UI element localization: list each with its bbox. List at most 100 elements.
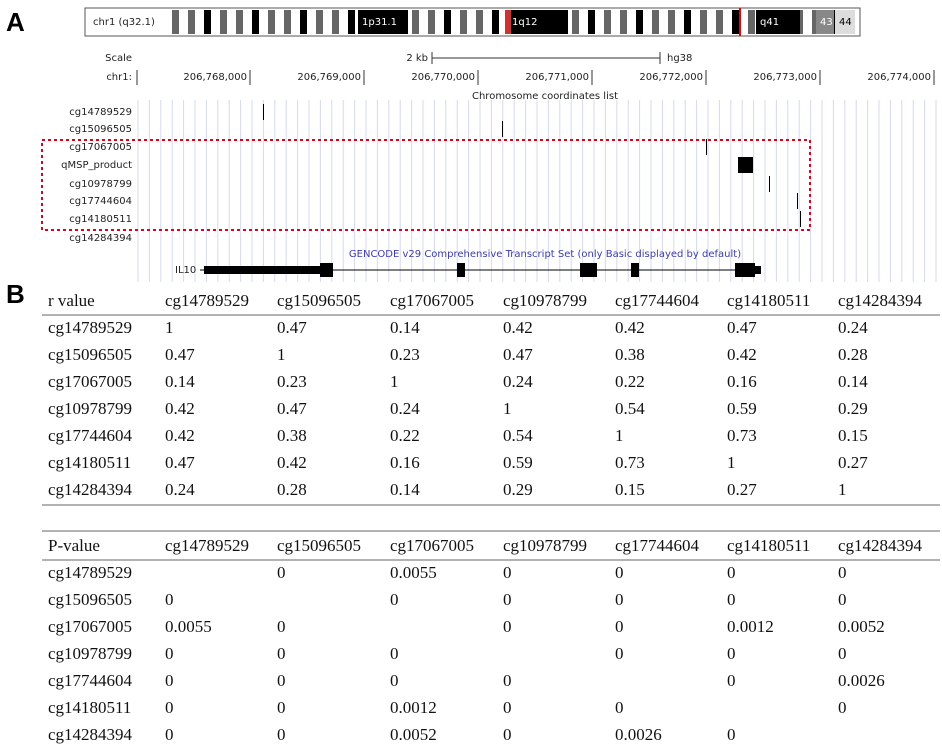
cell: 1 — [277, 345, 286, 364]
band — [252, 10, 259, 34]
cell: 0.42 — [503, 318, 533, 337]
cell: 0.22 — [615, 372, 645, 391]
row-label: cg10978799 — [48, 399, 132, 418]
cell: 0.0052 — [390, 725, 437, 744]
cell: 0.24 — [165, 480, 195, 499]
cell: 0.28 — [838, 345, 868, 364]
centromere — [505, 10, 511, 34]
cell: 0 — [615, 617, 624, 636]
gene-track-title: GENCODE v29 Comprehensive Transcript Set… — [349, 249, 741, 260]
cell: 0.38 — [277, 426, 307, 445]
cell: 0.47 — [277, 399, 307, 418]
band — [460, 10, 467, 34]
track-label: cg17067005 — [69, 142, 132, 153]
cell: 0.42 — [727, 345, 757, 364]
tracks: cg14789529 cg15096505 cg17067005 qMSP_produ… — [61, 104, 801, 244]
band — [700, 10, 707, 34]
cell: 0.59 — [727, 399, 757, 418]
track-feature — [800, 211, 801, 227]
row-label: cg15096505 — [48, 590, 132, 609]
header-cell: cg17067005 — [390, 536, 474, 555]
band — [816, 10, 834, 34]
track-label: cg10978799 — [69, 179, 132, 190]
band — [652, 10, 659, 34]
cell: 0 — [503, 617, 512, 636]
row-label: cg17067005 — [48, 617, 132, 636]
band — [220, 10, 227, 34]
cell: 0.27 — [727, 480, 757, 499]
cell: 0.16 — [390, 453, 420, 472]
header-cell: r value — [48, 291, 95, 310]
cell: 0 — [277, 671, 286, 690]
cell: 0.14 — [390, 318, 420, 337]
header-cell: cg10978799 — [503, 291, 587, 310]
cell: 1 — [390, 372, 399, 391]
cell: 1 — [503, 399, 512, 418]
track-label: qMSP_product — [61, 160, 132, 171]
band — [300, 10, 307, 34]
cell: 0 — [277, 563, 286, 582]
header-cell: cg14789529 — [165, 536, 249, 555]
cell: 0 — [838, 698, 847, 717]
track-label: cg15096505 — [69, 124, 132, 135]
band — [316, 10, 323, 34]
coordinate: 206,773,000 — [753, 72, 817, 83]
header-cell: cg17744604 — [615, 291, 700, 310]
cell: 0.28 — [277, 480, 307, 499]
scale-label: Scale — [105, 53, 132, 64]
band — [188, 10, 195, 34]
header-cell: cg15096505 — [277, 536, 361, 555]
cell: 0.54 — [503, 426, 533, 445]
cell: 0 — [277, 644, 286, 663]
cell: 0 — [615, 644, 624, 663]
band — [204, 10, 211, 34]
cell: 0.0012 — [390, 698, 437, 717]
cell: 0 — [503, 725, 512, 744]
cell: 1 — [165, 318, 174, 337]
band — [492, 10, 499, 34]
cell: 0 — [615, 590, 624, 609]
cell: 0.23 — [390, 345, 420, 364]
band — [636, 10, 643, 34]
cell: 0.0012 — [727, 617, 774, 636]
header-cell: cg17744604 — [615, 536, 700, 555]
band — [332, 10, 339, 34]
cell: 0.15 — [838, 426, 868, 445]
cell: 0 — [165, 590, 174, 609]
cell: 0 — [390, 671, 399, 690]
cell: 0 — [615, 698, 624, 717]
row-label: cg14180511 — [48, 453, 131, 472]
cell: 0.27 — [838, 453, 868, 472]
cell: 0.15 — [615, 480, 645, 499]
exon — [631, 263, 639, 277]
cell: 0.23 — [277, 372, 307, 391]
exon — [457, 263, 465, 277]
track-label: cg14789529 — [69, 107, 132, 118]
panel-label: B — [6, 279, 25, 309]
chromosome-label: chr1 (q32.1) — [93, 17, 155, 28]
track-feature — [769, 176, 770, 192]
cell: 0 — [727, 563, 736, 582]
cell: 0 — [615, 563, 624, 582]
row-label: cg15096505 — [48, 345, 132, 364]
cell: 0.59 — [503, 453, 533, 472]
coordinate: 206,774,000 — [867, 72, 931, 83]
gene-name: IL10 — [175, 265, 196, 276]
cell: 0 — [503, 671, 512, 690]
band-label: q41 — [760, 17, 779, 28]
cell: 0 — [838, 590, 847, 609]
tables: r value cg14789529 cg15096505 cg17067005 cg1… — [42, 291, 940, 744]
row-label: cg14284394 — [48, 725, 133, 744]
band — [756, 10, 800, 34]
track-feature — [738, 157, 753, 173]
band — [668, 10, 675, 34]
scale-size: 2 kb — [406, 53, 428, 64]
band — [508, 10, 568, 34]
cell: 0 — [727, 671, 736, 690]
coordinate: 206,772,000 — [639, 72, 703, 83]
exon — [580, 263, 597, 277]
cell: 0.73 — [615, 453, 645, 472]
band-label: 44 — [839, 17, 852, 28]
highlight-box — [41, 139, 811, 231]
